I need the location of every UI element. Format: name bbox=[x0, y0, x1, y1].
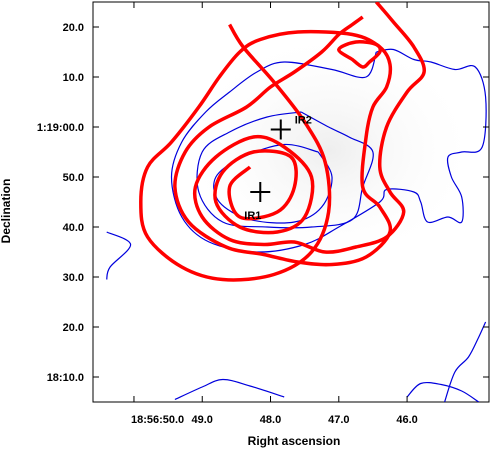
marker-label-ir1: IR1 bbox=[244, 210, 261, 222]
x-tick-label-2: 49.0 bbox=[192, 414, 213, 426]
marker-cross-ir1 bbox=[250, 182, 271, 202]
blue-contour-2 bbox=[106, 231, 132, 280]
y-tick-label-4: 40.0 bbox=[63, 222, 84, 234]
source-markers: IR1 IR2 bbox=[244, 115, 312, 223]
y-tick-label-3: 30.0 bbox=[63, 272, 84, 284]
x-tick-label-3: 48.0 bbox=[260, 414, 281, 426]
marker-label-ir2: IR2 bbox=[295, 115, 312, 127]
red-contour-1 bbox=[139, 15, 393, 282]
marker-cross-ir2 bbox=[270, 119, 291, 140]
x-axis-title: Right ascension bbox=[248, 434, 341, 448]
y-tick-label-2: 20.0 bbox=[63, 322, 84, 334]
x-tick-label-4: 47.0 bbox=[328, 414, 349, 426]
y-tick-label-7: 10.0 bbox=[63, 72, 84, 84]
y-tick-label-1: 18:10.0 bbox=[47, 372, 84, 384]
red-contour-2 bbox=[192, 2, 426, 254]
blue-contour-6 bbox=[406, 381, 480, 402]
red-contours bbox=[139, 2, 426, 282]
tick-labels: 18:56:50.0 49.0 48.0 47.0 46.0 18:10.0 20.0 30.… bbox=[37, 22, 418, 426]
x-tick-label-1: 18:56:50.0 bbox=[131, 414, 184, 426]
axis-ticks bbox=[93, 2, 489, 402]
y-tick-label-8: 20.0 bbox=[63, 22, 84, 34]
x-tick-label-5: 46.0 bbox=[396, 414, 417, 426]
y-tick-label-6: 1:19:00.0 bbox=[37, 122, 84, 134]
blue-contour-3 bbox=[170, 48, 487, 253]
blue-contour-7 bbox=[444, 321, 487, 402]
red-contour-3 bbox=[337, 40, 383, 69]
blue-contour-1 bbox=[174, 378, 285, 401]
y-axis-title: Declination bbox=[0, 179, 13, 244]
y-tick-label-5: 50.0 bbox=[63, 172, 84, 184]
plot-border bbox=[92, 1, 490, 403]
